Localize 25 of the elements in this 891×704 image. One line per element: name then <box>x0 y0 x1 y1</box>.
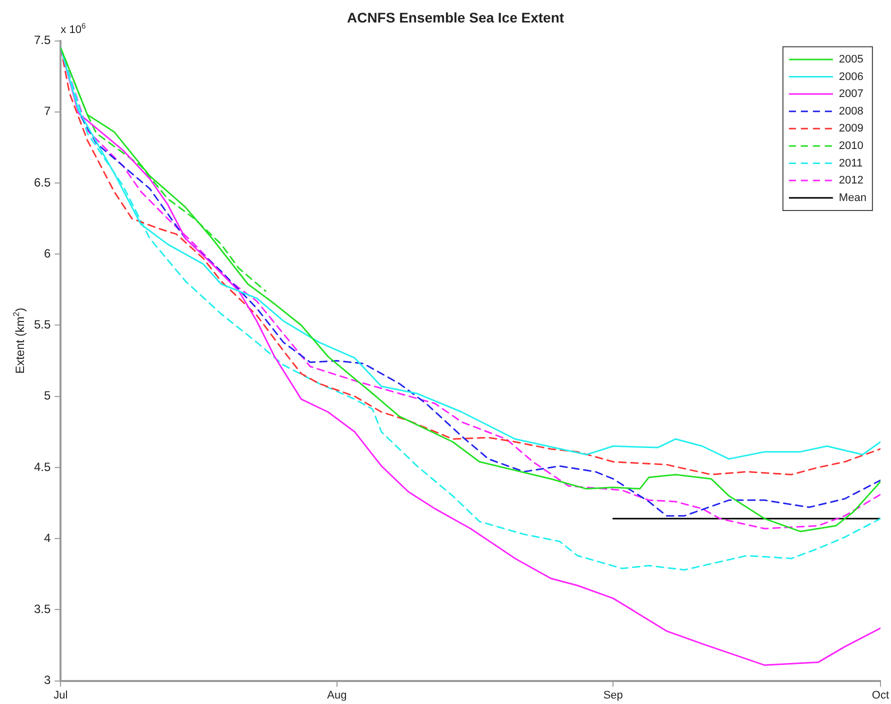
x-tick-label: Oct <box>872 689 890 702</box>
y-tick-label: 7 <box>44 104 51 118</box>
y-tick-label: 4.5 <box>34 460 51 474</box>
legend-label: 2012 <box>838 174 864 187</box>
y-tick-label: 3.5 <box>34 602 51 616</box>
y-axis-title: Extent (km2) <box>11 308 27 374</box>
legend-label: 2010 <box>838 140 864 152</box>
y-tick-label: 6 <box>44 246 51 260</box>
y-tick-label: 5 <box>44 388 51 403</box>
y-tick-label: 5.5 <box>34 318 51 332</box>
legend-label: 2007 <box>838 88 864 100</box>
legend-label: 2009 <box>838 122 864 135</box>
y-tick-label: 3 <box>44 673 51 688</box>
legend-label: 2011 <box>838 157 863 170</box>
legend-label: 2005 <box>838 53 864 66</box>
y-tick-label: 6.5 <box>34 175 51 190</box>
chart-title: ACNFS Ensemble Sea Ice Extent <box>346 9 564 26</box>
x-tick-label: Jul <box>54 689 68 702</box>
x-tick-label: Sep <box>603 689 623 702</box>
y-tick-label: 4 <box>44 530 51 545</box>
legend-label: Mean <box>838 192 866 204</box>
legend-label: 2006 <box>838 70 864 83</box>
y-tick-label: 7.5 <box>34 33 51 48</box>
x-tick-label: Aug <box>327 689 347 702</box>
legend-label: 2008 <box>838 105 864 118</box>
